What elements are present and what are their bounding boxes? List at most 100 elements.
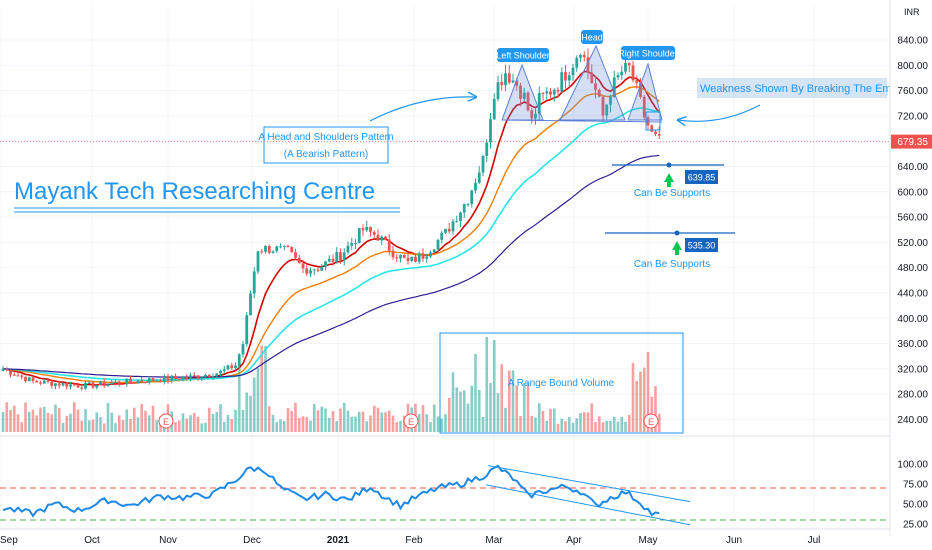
volume-bar xyxy=(211,413,215,432)
candle-body xyxy=(474,182,477,191)
candle-body xyxy=(305,268,309,274)
volume-bar xyxy=(39,407,42,432)
volume-bar xyxy=(560,418,564,432)
volume-bar xyxy=(421,404,425,432)
candle-body xyxy=(316,269,320,271)
candle-body xyxy=(252,271,256,294)
candle-body xyxy=(507,73,511,83)
volume-bar xyxy=(590,403,594,432)
volume-bar xyxy=(316,410,320,432)
candle-body xyxy=(65,382,69,387)
pattern-label-line2: (A Bearish Pattern) xyxy=(284,149,368,160)
support2-arrow-icon xyxy=(672,241,682,250)
price-tick: 520.00 xyxy=(897,238,928,249)
candle-body xyxy=(567,75,571,81)
last-price-bg xyxy=(891,134,932,149)
volume-bar xyxy=(271,414,275,432)
volume-bar xyxy=(342,402,346,432)
volume-bar xyxy=(549,409,552,432)
candle-body xyxy=(16,375,20,377)
volume-bar xyxy=(556,423,560,432)
volume-bar xyxy=(155,420,159,432)
candle-body xyxy=(279,246,282,248)
right-shoulder-shape xyxy=(627,62,663,121)
volume-bar xyxy=(380,412,384,432)
volume-bar xyxy=(125,409,129,432)
volume-bar xyxy=(20,422,24,432)
volume-bar xyxy=(447,397,451,432)
candle-body xyxy=(226,365,230,370)
volume-bar xyxy=(121,419,125,432)
candle-body xyxy=(511,80,515,83)
volume-bar xyxy=(132,407,136,432)
volume-bar xyxy=(459,391,462,432)
candle-body xyxy=(114,381,117,383)
candle-body xyxy=(485,142,489,156)
pattern-label-box xyxy=(263,126,389,164)
currency-label: INR xyxy=(904,7,920,17)
candle-body xyxy=(470,190,474,204)
volume-bar xyxy=(511,370,515,432)
earnings-marker-label: E xyxy=(648,417,654,427)
candle-body xyxy=(324,261,327,267)
candle-body xyxy=(309,270,312,274)
candle-body xyxy=(147,378,151,383)
volume-bar xyxy=(530,415,534,432)
volume-bar xyxy=(624,421,627,432)
volume-bar xyxy=(31,409,35,432)
candle-body xyxy=(500,82,504,86)
volume-bar xyxy=(42,406,46,432)
candle-body xyxy=(196,375,200,379)
candle-body xyxy=(564,72,567,81)
candle-body xyxy=(185,376,189,379)
volume-bar xyxy=(579,413,582,432)
volume-bar xyxy=(399,420,402,432)
volume-bar xyxy=(331,411,335,432)
volume-bar xyxy=(425,414,429,432)
volume-bar xyxy=(117,415,121,432)
candle-body xyxy=(597,89,601,97)
candle-body xyxy=(650,125,654,132)
support1-dot xyxy=(666,162,672,168)
candle-body xyxy=(402,254,406,258)
volume-bar xyxy=(500,364,504,432)
candle-body xyxy=(110,382,114,385)
volume-bar xyxy=(474,354,477,432)
candle-body xyxy=(335,252,339,262)
volume-bar xyxy=(279,419,282,432)
support2-dot xyxy=(674,230,680,236)
candle-body xyxy=(241,344,245,355)
volume-bar xyxy=(537,403,541,432)
candle-body xyxy=(350,243,354,246)
volume-bar xyxy=(267,406,271,432)
candle-body xyxy=(380,236,384,241)
volume-bar xyxy=(582,412,586,432)
breakdown-box xyxy=(645,111,661,131)
volume-bar xyxy=(372,405,376,432)
volume-bar xyxy=(219,404,222,432)
candle-body xyxy=(331,258,335,262)
volume-bar xyxy=(80,420,84,432)
candle-body xyxy=(492,98,496,120)
volume-bar xyxy=(234,409,237,432)
candle-body xyxy=(264,245,267,252)
volume-bar xyxy=(297,417,301,432)
candle-body xyxy=(342,252,346,261)
candle-body xyxy=(354,242,357,244)
volume-bar xyxy=(46,412,50,432)
brand-title: Mayank Tech Researching Centre xyxy=(14,178,375,205)
candle-body xyxy=(455,221,459,223)
candle-body xyxy=(534,113,537,119)
candle-body xyxy=(282,245,286,247)
candle-body xyxy=(230,365,234,369)
volume-bar xyxy=(504,407,507,432)
volume-bar xyxy=(185,418,189,432)
support1-value-bg xyxy=(685,170,718,184)
candle-body xyxy=(129,378,132,382)
candle-body xyxy=(357,228,361,243)
candle-body xyxy=(361,228,365,231)
candle-body xyxy=(605,104,609,116)
candle-body xyxy=(459,212,462,222)
